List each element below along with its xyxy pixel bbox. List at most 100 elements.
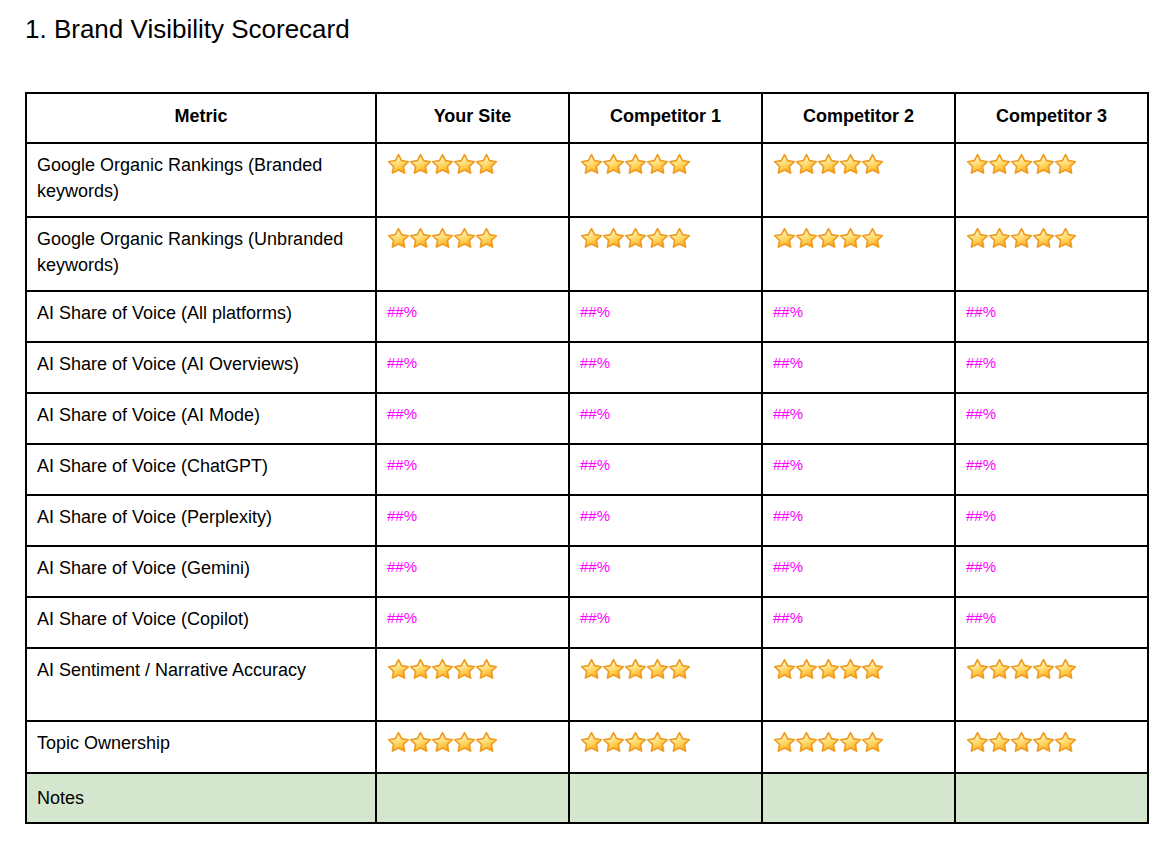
metric-label-cell[interactable]: AI Share of Voice (ChatGPT): [26, 444, 376, 495]
percent-value-cell[interactable]: ##%: [762, 291, 955, 342]
percent-value-cell[interactable]: ##%: [762, 393, 955, 444]
percent-placeholder: ##%: [966, 504, 996, 525]
star-icon: [387, 731, 410, 754]
percent-value-cell[interactable]: ##%: [762, 597, 955, 648]
percent-value-cell[interactable]: ##%: [955, 444, 1148, 495]
percent-value-cell[interactable]: ##%: [955, 546, 1148, 597]
percent-value-cell[interactable]: ##%: [376, 393, 569, 444]
metric-label-cell[interactable]: Topic Ownership: [26, 721, 376, 773]
star-rating-cell[interactable]: [569, 648, 762, 721]
star-icon: [1010, 658, 1033, 681]
metric-label-cell[interactable]: Google Organic Rankings (Unbranded keywo…: [26, 217, 376, 291]
star-rating-cell[interactable]: [569, 721, 762, 773]
table-row: AI Share of Voice (All platforms)##%##%#…: [26, 291, 1148, 342]
column-header-competitor-2: Competitor 2: [762, 93, 955, 143]
star-rating: [580, 657, 690, 681]
star-icon: [602, 153, 625, 176]
star-icon: [817, 153, 840, 176]
star-rating-cell[interactable]: [376, 143, 569, 217]
notes-cell[interactable]: [762, 773, 955, 823]
metric-label-cell[interactable]: AI Sentiment / Narrative Accuracy: [26, 648, 376, 721]
metric-label: Topic Ownership: [37, 733, 170, 753]
star-rating-cell[interactable]: [955, 143, 1148, 217]
percent-value-cell[interactable]: ##%: [569, 342, 762, 393]
percent-value-cell[interactable]: ##%: [569, 597, 762, 648]
star-rating-cell[interactable]: [762, 217, 955, 291]
table-row: AI Share of Voice (AI Mode)##%##%##%##%: [26, 393, 1148, 444]
star-icon: [624, 731, 647, 754]
star-rating-cell[interactable]: [376, 217, 569, 291]
star-icon: [624, 658, 647, 681]
percent-placeholder: ##%: [966, 555, 996, 576]
star-rating-cell[interactable]: [955, 648, 1148, 721]
brand-visibility-scorecard-table: Metric Your Site Competitor 1 Competitor…: [25, 92, 1149, 824]
star-icon: [668, 658, 691, 681]
metric-label-cell[interactable]: AI Share of Voice (Copilot): [26, 597, 376, 648]
percent-value-cell[interactable]: ##%: [762, 495, 955, 546]
percent-value-cell[interactable]: ##%: [762, 342, 955, 393]
star-rating-cell[interactable]: [569, 217, 762, 291]
notes-cell[interactable]: [955, 773, 1148, 823]
star-icon: [817, 731, 840, 754]
star-rating: [580, 152, 690, 176]
percent-value-cell[interactable]: ##%: [569, 495, 762, 546]
star-rating-cell[interactable]: [762, 143, 955, 217]
column-header-competitor-3: Competitor 3: [955, 93, 1148, 143]
star-icon: [988, 658, 1011, 681]
star-icon: [475, 153, 498, 176]
star-icon: [453, 153, 476, 176]
star-rating-cell[interactable]: [762, 721, 955, 773]
percent-value-cell[interactable]: ##%: [376, 444, 569, 495]
percent-value-cell[interactable]: ##%: [569, 546, 762, 597]
metric-label-cell[interactable]: AI Share of Voice (AI Mode): [26, 393, 376, 444]
percent-value-cell[interactable]: ##%: [762, 546, 955, 597]
percent-value-cell[interactable]: ##%: [376, 495, 569, 546]
star-rating-cell[interactable]: [376, 648, 569, 721]
metric-label-cell[interactable]: AI Share of Voice (Perplexity): [26, 495, 376, 546]
percent-value-cell[interactable]: ##%: [569, 291, 762, 342]
star-rating-cell[interactable]: [955, 721, 1148, 773]
metric-label: AI Share of Voice (AI Mode): [37, 405, 260, 425]
star-rating-cell[interactable]: [955, 217, 1148, 291]
star-icon: [795, 227, 818, 250]
metric-label-cell[interactable]: Notes: [26, 773, 376, 823]
percent-value-cell[interactable]: ##%: [569, 393, 762, 444]
percent-value-cell[interactable]: ##%: [955, 393, 1148, 444]
percent-value-cell[interactable]: ##%: [376, 342, 569, 393]
percent-value-cell[interactable]: ##%: [762, 444, 955, 495]
star-icon: [988, 153, 1011, 176]
star-icon: [646, 227, 669, 250]
star-rating-cell[interactable]: [376, 721, 569, 773]
metric-label-cell[interactable]: Google Organic Rankings (Branded keyword…: [26, 143, 376, 217]
percent-placeholder: ##%: [580, 504, 610, 525]
star-icon: [431, 658, 454, 681]
percent-placeholder: ##%: [773, 300, 803, 321]
percent-value-cell[interactable]: ##%: [376, 291, 569, 342]
percent-placeholder: ##%: [580, 555, 610, 576]
table-row: AI Share of Voice (Copilot)##%##%##%##%: [26, 597, 1148, 648]
page-title: 1. Brand Visibility Scorecard: [25, 13, 1173, 45]
percent-value-cell[interactable]: ##%: [955, 342, 1148, 393]
notes-cell[interactable]: [569, 773, 762, 823]
star-icon: [1054, 153, 1077, 176]
percent-value-cell[interactable]: ##%: [955, 495, 1148, 546]
star-icon: [966, 227, 989, 250]
metric-label-cell[interactable]: AI Share of Voice (AI Overviews): [26, 342, 376, 393]
metric-label-cell[interactable]: AI Share of Voice (All platforms): [26, 291, 376, 342]
percent-value-cell[interactable]: ##%: [955, 291, 1148, 342]
star-rating: [966, 730, 1076, 754]
percent-value-cell[interactable]: ##%: [376, 546, 569, 597]
star-icon: [646, 658, 669, 681]
star-icon: [453, 658, 476, 681]
percent-value-cell[interactable]: ##%: [376, 597, 569, 648]
notes-cell[interactable]: [376, 773, 569, 823]
metric-label: AI Share of Voice (AI Overviews): [37, 354, 299, 374]
star-rating-cell[interactable]: [569, 143, 762, 217]
star-icon: [966, 731, 989, 754]
star-rating-cell[interactable]: [762, 648, 955, 721]
metric-label: AI Share of Voice (ChatGPT): [37, 456, 268, 476]
percent-placeholder: ##%: [966, 351, 996, 372]
percent-value-cell[interactable]: ##%: [955, 597, 1148, 648]
metric-label-cell[interactable]: AI Share of Voice (Gemini): [26, 546, 376, 597]
percent-value-cell[interactable]: ##%: [569, 444, 762, 495]
